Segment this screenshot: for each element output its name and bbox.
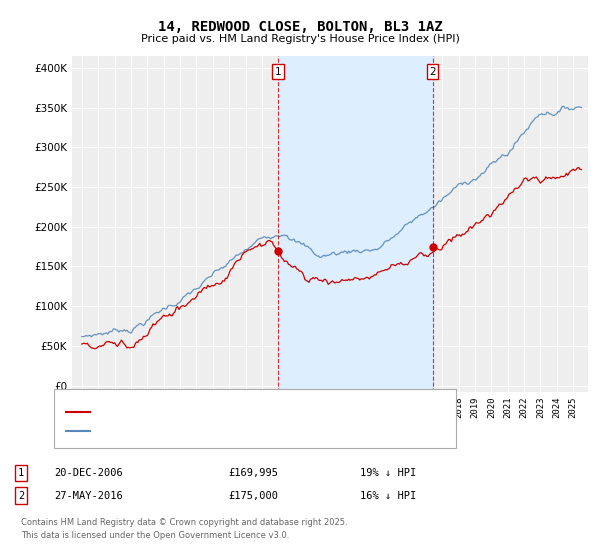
Text: 1: 1 [275, 67, 281, 77]
Text: 14, REDWOOD CLOSE, BOLTON, BL3 1AZ: 14, REDWOOD CLOSE, BOLTON, BL3 1AZ [158, 20, 442, 34]
Text: Price paid vs. HM Land Registry's House Price Index (HPI): Price paid vs. HM Land Registry's House … [140, 34, 460, 44]
Text: £175,000: £175,000 [228, 491, 278, 501]
Text: Contains HM Land Registry data © Crown copyright and database right 2025.
This d: Contains HM Land Registry data © Crown c… [21, 519, 347, 540]
Text: 20-DEC-2006: 20-DEC-2006 [54, 468, 123, 478]
Text: HPI: Average price, detached house, Bolton: HPI: Average price, detached house, Bolt… [96, 426, 308, 436]
Text: 27-MAY-2016: 27-MAY-2016 [54, 491, 123, 501]
Text: 19% ↓ HPI: 19% ↓ HPI [360, 468, 416, 478]
Text: 16% ↓ HPI: 16% ↓ HPI [360, 491, 416, 501]
Text: £169,995: £169,995 [228, 468, 278, 478]
Text: 1: 1 [18, 468, 24, 478]
Bar [278, 56, 433, 392]
Text: 2: 2 [429, 67, 436, 77]
Text: 2: 2 [18, 491, 24, 501]
Text: 14, REDWOOD CLOSE, BOLTON, BL3 1AZ (detached house): 14, REDWOOD CLOSE, BOLTON, BL3 1AZ (deta… [96, 407, 384, 417]
